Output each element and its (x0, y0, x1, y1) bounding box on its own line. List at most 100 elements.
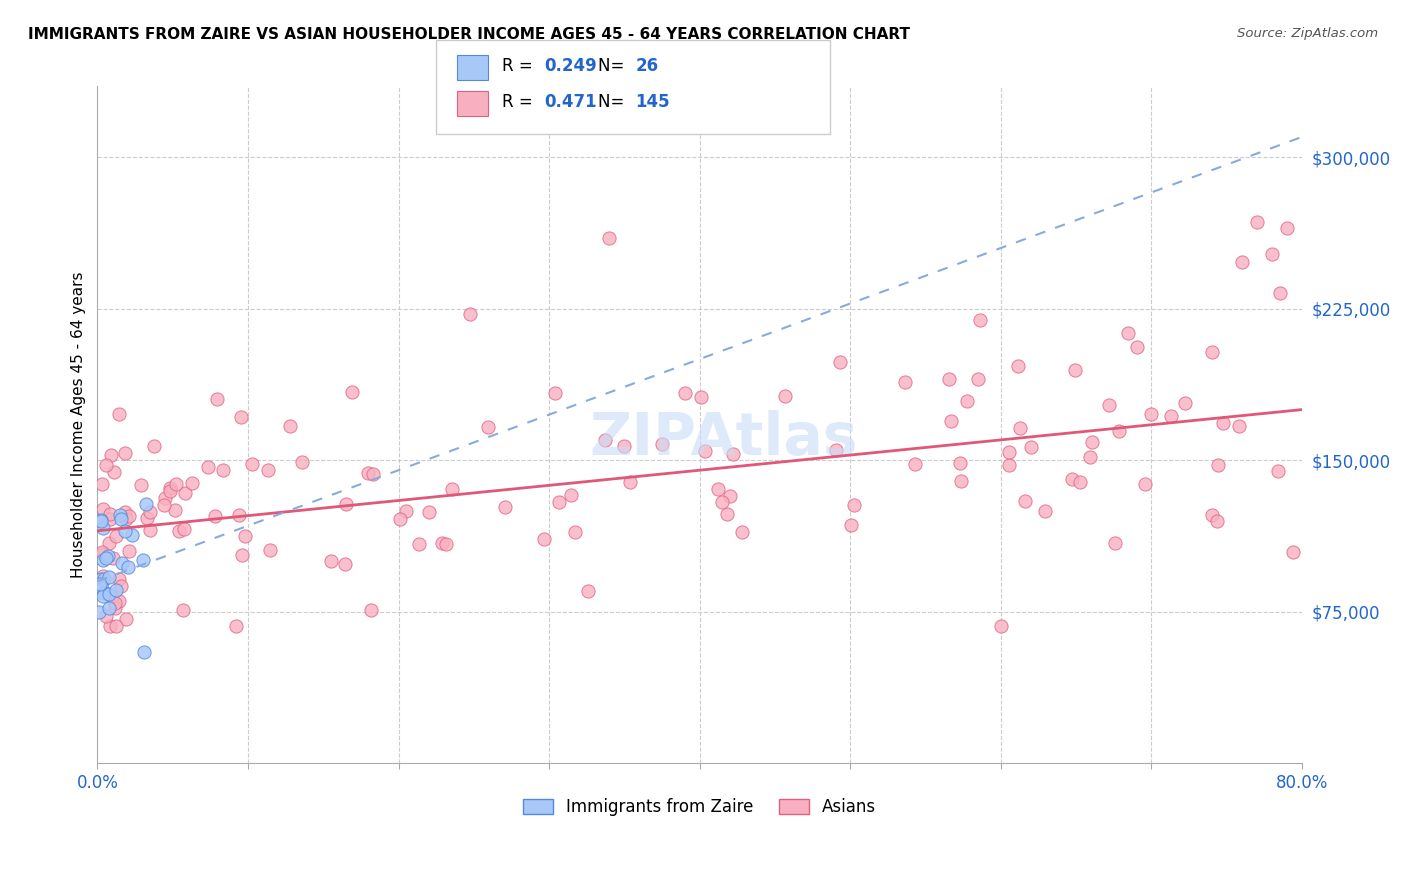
Point (949, 474, 972, 488)
Point (707, 482, 730, 496)
Point (111, 556, 134, 570)
Text: R =: R = (502, 93, 538, 111)
Point (1261, 247, 1284, 261)
Point (97, 549, 120, 563)
Point (990, 619, 1012, 633)
Point (1007, 359, 1029, 374)
Point (207, 392, 229, 406)
Point (613, 440, 636, 454)
Point (673, 385, 696, 400)
Point (228, 508, 250, 523)
Text: 0.249: 0.249 (544, 57, 598, 75)
Point (101, 551, 124, 566)
Point (560, 488, 582, 502)
Point (138, 523, 160, 537)
Point (1098, 398, 1121, 412)
Point (94, 551, 117, 566)
Point (938, 372, 960, 386)
Point (1282, 545, 1305, 559)
Point (173, 522, 195, 536)
Point (90, 512, 112, 526)
Point (430, 536, 453, 550)
Point (718, 489, 741, 503)
Point (163, 503, 186, 517)
Point (139, 504, 162, 518)
Point (233, 529, 256, 543)
Point (904, 457, 927, 471)
Point (181, 475, 204, 490)
Point (110, 512, 132, 526)
Point (104, 596, 127, 610)
Point (121, 528, 143, 542)
Point (259, 542, 281, 557)
Point (104, 601, 127, 615)
Point (1160, 409, 1182, 423)
Point (91, 569, 114, 583)
Point (291, 455, 314, 469)
Point (1014, 493, 1036, 508)
Point (100, 590, 122, 604)
Point (342, 384, 364, 399)
Point (494, 500, 516, 514)
Point (477, 419, 499, 434)
Point (114, 505, 136, 519)
Point (1108, 425, 1130, 439)
Point (1201, 345, 1223, 359)
Point (578, 583, 600, 598)
Point (131, 553, 153, 567)
Point (159, 483, 181, 498)
Point (105, 528, 128, 542)
Point (90, 572, 112, 586)
Point (110, 578, 132, 592)
Point (440, 483, 463, 497)
Y-axis label: Householder Income Ages 45 - 64 years: Householder Income Ages 45 - 64 years (72, 271, 86, 578)
Point (174, 485, 197, 500)
Point (1126, 340, 1149, 354)
Point (716, 507, 738, 521)
Point (1174, 395, 1197, 409)
Point (165, 477, 187, 491)
Point (1206, 514, 1229, 528)
Point (360, 603, 382, 617)
Point (93, 572, 115, 586)
Point (212, 463, 235, 477)
Text: R =: R = (502, 57, 538, 75)
Point (689, 390, 711, 404)
Point (533, 532, 555, 546)
Point (90, 582, 112, 596)
Point (1069, 475, 1091, 489)
Point (91, 521, 114, 535)
Point (97, 601, 120, 615)
Point (115, 512, 138, 526)
Point (242, 457, 264, 471)
Point (100, 619, 122, 633)
Point (197, 460, 219, 475)
Point (91, 502, 114, 516)
Point (319, 554, 342, 568)
Point (333, 557, 356, 571)
Point (956, 393, 979, 408)
Point (693, 444, 716, 458)
Point (231, 548, 253, 562)
Point (153, 491, 176, 506)
Point (830, 354, 852, 368)
Point (547, 495, 569, 509)
Point (361, 467, 384, 482)
Point (136, 510, 159, 524)
Point (1010, 420, 1032, 434)
Point (434, 537, 457, 551)
Point (1212, 416, 1234, 430)
Point (91, 547, 114, 561)
Point (204, 508, 226, 523)
Point (93, 586, 115, 600)
Point (115, 612, 138, 626)
Point (1275, 220, 1298, 235)
Point (89, 576, 111, 591)
Point (96, 458, 118, 473)
Point (969, 313, 991, 327)
Point (1060, 472, 1083, 486)
Point (593, 433, 616, 447)
Point (651, 437, 673, 451)
Point (90, 514, 112, 528)
Point (104, 582, 127, 597)
